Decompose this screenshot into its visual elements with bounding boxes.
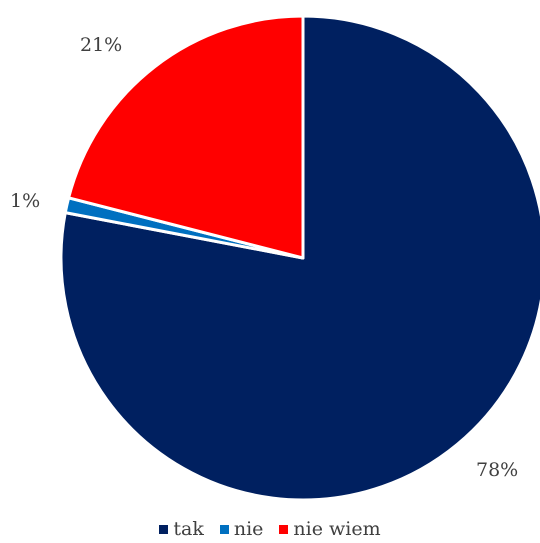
data-label-nie: 1% [10,190,41,212]
slice-nie-wiem [67,14,305,260]
legend-item-tak: tak [159,518,204,540]
legend-swatch-tak [159,524,169,534]
data-label-tak: 78% [476,459,519,481]
legend-label-nie-wiem: nie wiem [293,518,381,540]
legend-label-nie: nie [233,518,264,540]
legend-swatch-nie-wiem [279,524,289,534]
legend-item-nie-wiem: nie wiem [279,518,381,540]
legend: tak nie nie wiem [0,518,540,540]
legend-label-tak: tak [173,518,204,540]
legend-item-nie: nie [219,518,264,540]
data-label-nie-wiem: 21% [80,34,123,56]
legend-swatch-nie [219,524,229,534]
